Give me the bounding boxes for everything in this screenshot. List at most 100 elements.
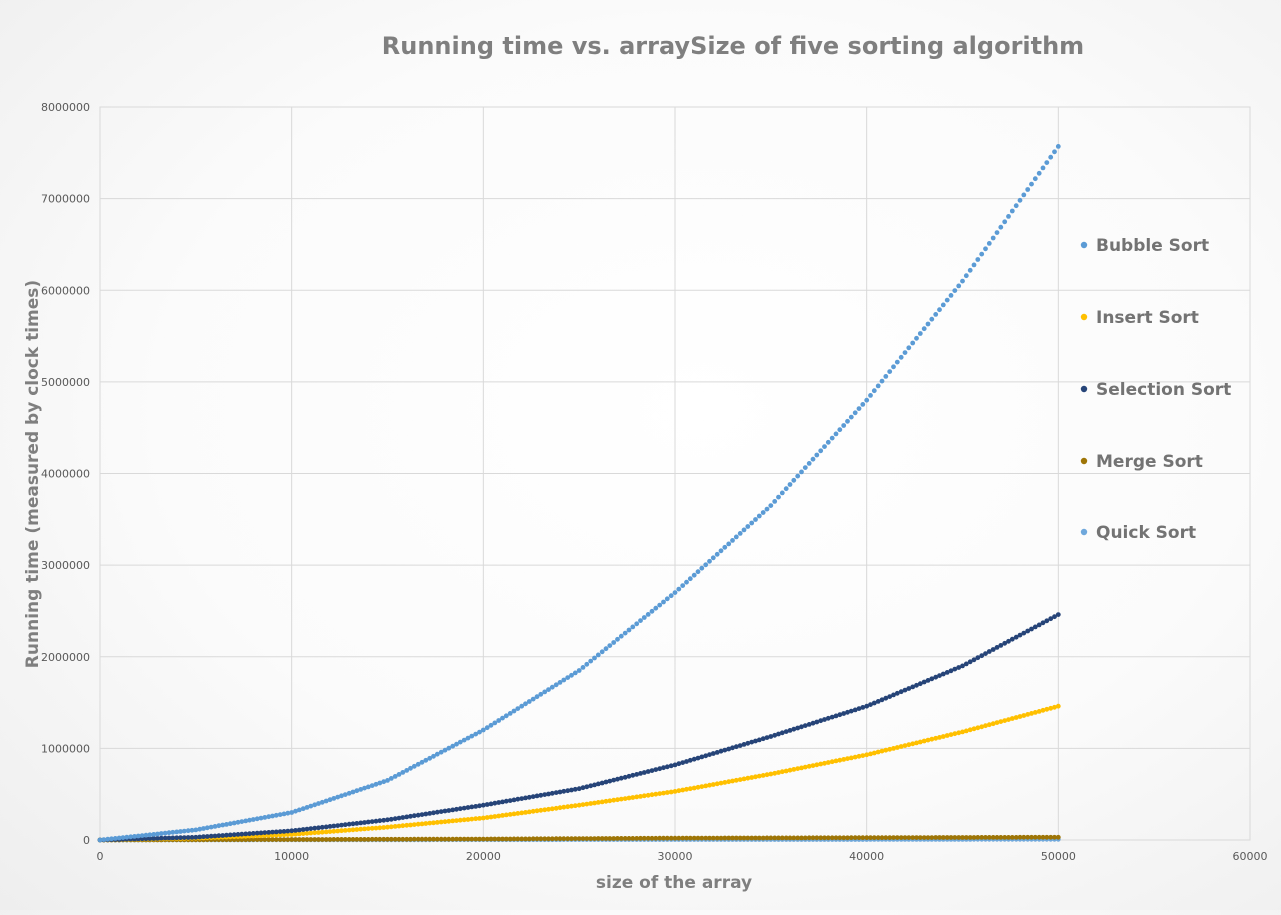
data-point	[634, 836, 640, 841]
data-point	[442, 819, 448, 825]
data-point	[561, 804, 567, 810]
data-point	[335, 837, 341, 842]
data-point	[745, 775, 751, 781]
data-point	[438, 749, 444, 755]
data-point	[883, 835, 889, 841]
data-point	[277, 829, 283, 834]
data-point	[231, 832, 237, 838]
data-point	[147, 836, 153, 841]
data-point	[530, 808, 536, 814]
data-point	[408, 813, 413, 819]
data-point	[802, 835, 808, 841]
data-point	[415, 821, 421, 827]
data-point	[791, 726, 797, 732]
data-point	[956, 283, 962, 289]
data-point	[611, 777, 617, 783]
data-point	[818, 761, 824, 767]
data-point	[300, 837, 306, 842]
data-point	[944, 670, 950, 675]
data-point	[653, 835, 659, 841]
data-point	[707, 782, 712, 788]
data-point	[891, 835, 896, 840]
data-point	[975, 835, 981, 840]
data-point	[887, 694, 893, 699]
data-point	[802, 723, 808, 728]
data-point	[342, 792, 348, 797]
data-point	[852, 754, 858, 760]
data-point	[714, 551, 720, 557]
data-point	[779, 835, 785, 841]
data-point	[994, 645, 1000, 650]
data-point	[607, 798, 613, 804]
data-point	[323, 837, 329, 842]
data-point	[634, 621, 640, 627]
data-point	[231, 820, 237, 826]
data-point	[929, 736, 935, 742]
data-point	[262, 815, 268, 820]
data-point	[960, 729, 965, 735]
data-point	[737, 531, 743, 536]
data-point	[112, 836, 118, 841]
data-point	[461, 737, 467, 743]
data-point	[868, 835, 873, 841]
data-point	[741, 742, 747, 747]
data-point	[392, 824, 398, 829]
data-point	[438, 819, 444, 825]
data-point	[898, 689, 904, 695]
data-point	[856, 406, 862, 411]
data-point	[220, 822, 226, 828]
data-point	[457, 806, 463, 812]
data-point	[741, 776, 747, 782]
data-point	[730, 538, 735, 543]
data-point	[496, 800, 502, 805]
data-point	[331, 828, 337, 834]
data-point	[312, 830, 318, 836]
data-point	[630, 795, 636, 800]
data-point	[239, 819, 245, 824]
data-point	[250, 837, 256, 842]
data-point	[791, 835, 797, 841]
data-point	[833, 713, 839, 719]
data-point	[753, 835, 758, 841]
data-point	[381, 825, 387, 830]
data-point	[277, 832, 283, 838]
data-point	[342, 822, 348, 828]
data-point	[553, 805, 559, 811]
data-point	[760, 736, 766, 742]
data-point	[707, 835, 712, 841]
data-point	[576, 786, 582, 792]
data-point	[473, 804, 479, 809]
data-point	[1029, 181, 1034, 187]
data-point	[293, 808, 298, 814]
data-point	[891, 746, 896, 751]
data-point	[281, 811, 287, 817]
data-point	[979, 724, 985, 730]
data-point	[668, 835, 674, 841]
data-point	[676, 788, 682, 794]
data-point	[262, 837, 268, 842]
data-point	[641, 835, 647, 841]
data-point	[971, 726, 977, 732]
data-point	[745, 524, 751, 529]
data-point	[1029, 626, 1034, 632]
data-point	[1048, 616, 1054, 622]
legend-marker	[1080, 385, 1088, 393]
data-point	[546, 791, 551, 797]
data-point	[676, 586, 682, 592]
data-point	[664, 835, 670, 841]
data-point	[174, 829, 180, 835]
data-point	[457, 836, 463, 842]
data-point	[139, 833, 145, 838]
data-point	[400, 823, 406, 829]
data-point	[503, 836, 509, 842]
data-point	[143, 836, 149, 842]
y-tick-label: 7000000	[41, 193, 90, 206]
data-point	[396, 823, 402, 829]
data-point	[162, 830, 168, 836]
data-point	[787, 482, 793, 487]
data-point	[492, 720, 498, 726]
legend-marker	[1080, 313, 1088, 321]
data-point	[699, 565, 705, 571]
data-point	[584, 661, 590, 667]
